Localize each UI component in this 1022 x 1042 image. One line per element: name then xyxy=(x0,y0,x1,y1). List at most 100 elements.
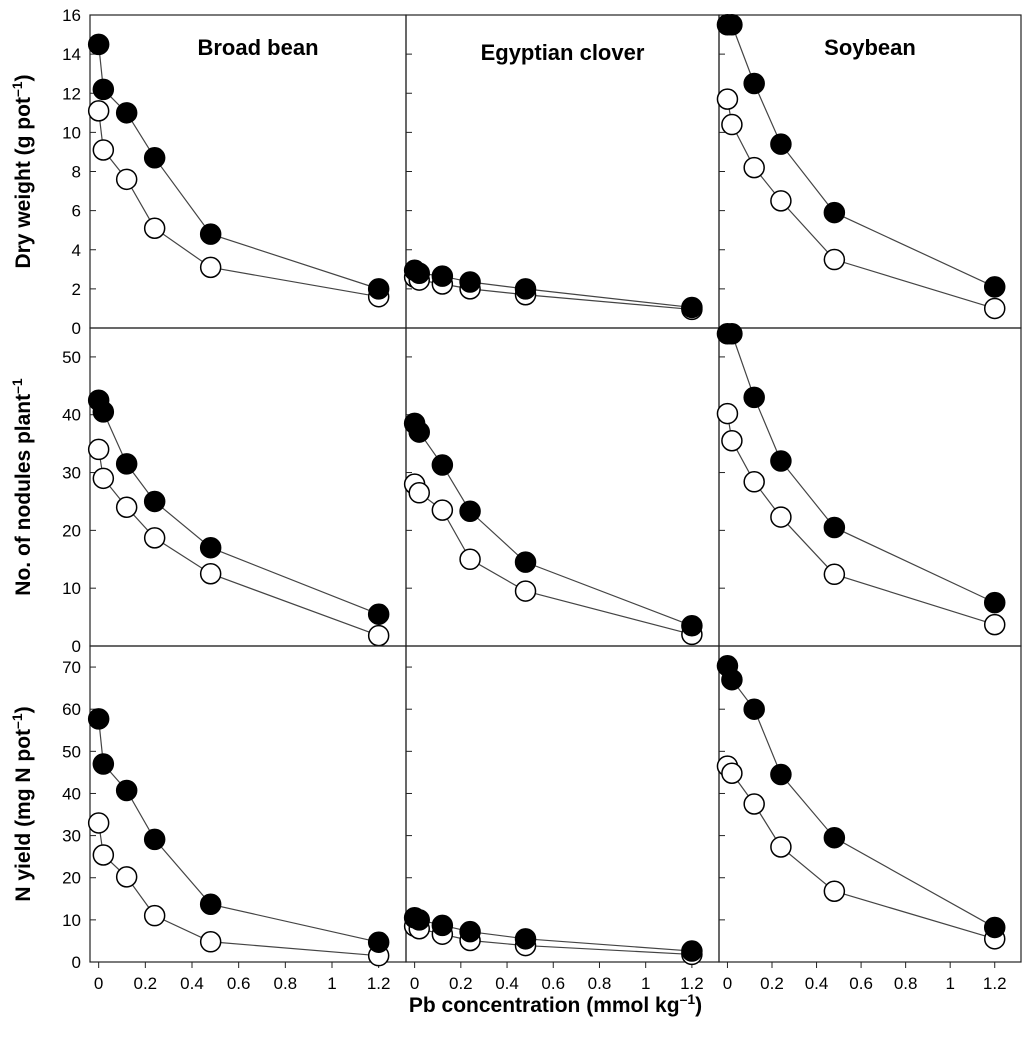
y-tick-label: 14 xyxy=(62,45,81,64)
panel-frame xyxy=(718,645,1022,963)
data-point-open xyxy=(716,402,739,425)
panel-frame xyxy=(718,327,1022,647)
series-line-open xyxy=(98,110,379,298)
data-point-open xyxy=(721,762,743,784)
series-line-filled xyxy=(727,24,995,288)
data-point-filled xyxy=(431,914,454,937)
data-point-filled xyxy=(459,920,481,943)
data-point-open xyxy=(92,844,115,866)
x-tick-label: 1.2 xyxy=(680,974,704,993)
data-point-filled xyxy=(87,708,110,730)
y-tick-label: 10 xyxy=(62,579,81,598)
series-line-filled xyxy=(727,333,995,604)
data-point-open xyxy=(721,113,743,136)
series-line-open xyxy=(726,413,995,626)
data-point-open xyxy=(770,506,792,528)
y-tick-label: 4 xyxy=(72,241,81,260)
y-tick-label: 2 xyxy=(72,280,81,299)
series-line-open xyxy=(98,822,379,957)
data-point-filled xyxy=(514,928,537,950)
data-point-filled xyxy=(92,78,115,101)
y-tick-label: 30 xyxy=(62,827,81,846)
data-point-filled xyxy=(983,591,1006,614)
y-tick-label: 50 xyxy=(62,742,81,761)
data-point-filled xyxy=(367,278,390,300)
data-point-filled xyxy=(143,490,166,513)
data-point-open xyxy=(823,563,846,586)
data-point-filled xyxy=(823,826,846,849)
x-tick-label: 0.4 xyxy=(180,974,204,993)
data-point-filled xyxy=(721,323,743,345)
data-point-filled xyxy=(743,698,765,720)
data-point-open xyxy=(743,793,765,815)
data-point-filled xyxy=(681,940,703,962)
panel-frame xyxy=(718,14,1022,329)
data-point-open xyxy=(770,190,792,212)
x-tick-label: 0.2 xyxy=(449,974,473,993)
data-point-open xyxy=(514,580,537,602)
y-tick-label: 50 xyxy=(62,348,81,367)
x-tick-label: 1 xyxy=(327,974,336,993)
data-point-open xyxy=(823,880,846,902)
x-tick-label: 1 xyxy=(641,974,650,993)
y-tick-label: 16 xyxy=(62,6,81,25)
data-point-filled xyxy=(459,271,481,293)
x-tick-label: 0.6 xyxy=(541,974,565,993)
data-point-filled xyxy=(115,779,138,802)
panel-frame xyxy=(405,327,720,647)
data-point-open xyxy=(983,297,1006,320)
y-tick-label: 10 xyxy=(62,123,81,142)
data-point-filled xyxy=(115,453,138,475)
x-tick-label: 1.2 xyxy=(367,974,391,993)
data-point-open xyxy=(721,429,743,452)
data-point-filled xyxy=(199,893,222,916)
x-tick-label: 1.2 xyxy=(983,974,1007,993)
y-axis-title: Dry weight (g pot–1) xyxy=(9,74,35,268)
data-point-filled xyxy=(721,668,743,691)
data-point-open xyxy=(87,812,110,834)
data-point-filled xyxy=(431,454,454,476)
y-axis-title: N yield (mg N pot–1) xyxy=(9,706,35,901)
y-tick-label: 8 xyxy=(72,163,81,182)
x-tick-label: 0.8 xyxy=(274,974,298,993)
data-point-open xyxy=(87,100,110,122)
data-point-open xyxy=(823,248,846,271)
x-tick-label: 0 xyxy=(723,974,732,993)
data-point-open xyxy=(770,836,792,858)
y-tick-label: 40 xyxy=(62,406,81,425)
data-point-filled xyxy=(721,14,743,36)
data-point-open xyxy=(143,527,166,549)
panel-frame xyxy=(89,327,407,647)
x-tick-label: 0 xyxy=(94,974,103,993)
x-tick-label: 0.2 xyxy=(134,974,158,993)
data-point-filled xyxy=(743,72,765,95)
data-point-filled xyxy=(408,909,430,931)
y-tick-label: 12 xyxy=(62,84,81,103)
data-point-open xyxy=(743,156,765,179)
data-point-filled xyxy=(770,763,792,786)
series-line-filled xyxy=(98,44,379,290)
data-point-filled xyxy=(770,450,792,472)
data-point-filled xyxy=(770,133,792,155)
data-point-filled xyxy=(431,265,454,287)
series-line-open xyxy=(414,276,692,311)
data-point-filled xyxy=(92,753,115,775)
panel-title: Soybean xyxy=(824,35,916,60)
data-point-open xyxy=(143,217,166,239)
series-line-open xyxy=(98,449,379,637)
data-point-open xyxy=(143,904,166,927)
x-axis-title: Pb concentration (mmol kg–1) xyxy=(409,991,702,1017)
data-point-filled xyxy=(823,201,846,224)
series-line-filled xyxy=(98,400,379,615)
x-tick-label: 1 xyxy=(945,974,954,993)
y-tick-label: 0 xyxy=(72,637,81,656)
data-point-filled xyxy=(983,276,1006,298)
series-line-filled xyxy=(414,917,692,952)
y-axis-title: No. of nodules plant–1 xyxy=(9,378,35,596)
data-point-open xyxy=(92,139,115,161)
series-line-filled xyxy=(98,718,379,943)
data-point-open xyxy=(408,482,430,504)
data-point-open xyxy=(743,471,765,493)
